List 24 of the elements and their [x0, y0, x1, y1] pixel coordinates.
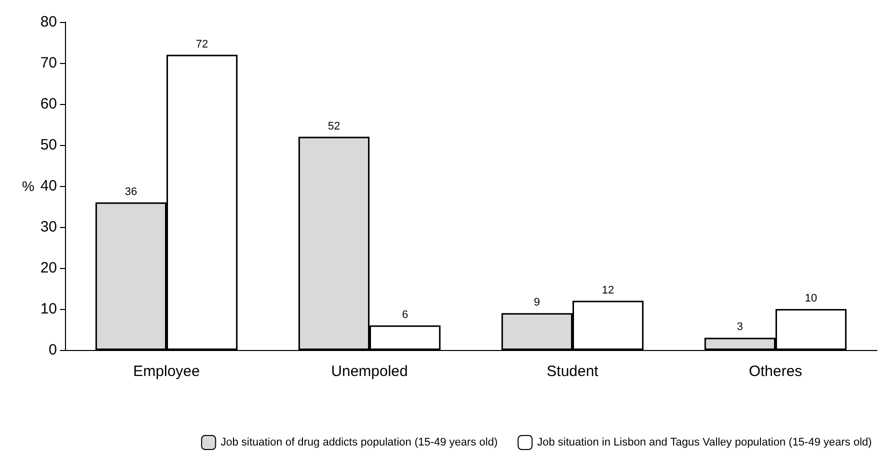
x-tick-label: Employee: [133, 363, 200, 380]
y-axis-title: %: [22, 178, 34, 194]
y-tick-label: 10: [40, 300, 57, 318]
y-tick-label: 40: [40, 178, 57, 194]
data-label: 10: [804, 292, 818, 304]
data-label: 3: [736, 321, 744, 334]
legend-label: Job situation in Lisbon and Tagus Valley population (15-49 years old): [537, 436, 872, 448]
y-tick-label: 20: [40, 260, 57, 276]
data-label: 36: [124, 186, 138, 198]
data-label: 52: [328, 120, 340, 132]
y-tick-label: 70: [40, 54, 57, 72]
y-tick-label: 80: [40, 14, 57, 30]
y-tick-label: 60: [40, 96, 57, 112]
data-label: 12: [602, 284, 614, 296]
y-tick-label: 50: [40, 136, 57, 154]
x-tick-label: Student: [546, 363, 600, 380]
data-label: 6: [402, 308, 408, 321]
data-label: 9: [534, 296, 540, 309]
x-tick-label: Unempoled: [331, 363, 408, 380]
x-tick-label: Otheres: [748, 363, 802, 380]
y-tick-label: 30: [40, 218, 57, 236]
y-tick-label: 0: [48, 342, 57, 358]
data-label: 72: [196, 38, 208, 50]
legend-label: Job situation of drug addicts population (15-49 years old): [220, 436, 498, 448]
